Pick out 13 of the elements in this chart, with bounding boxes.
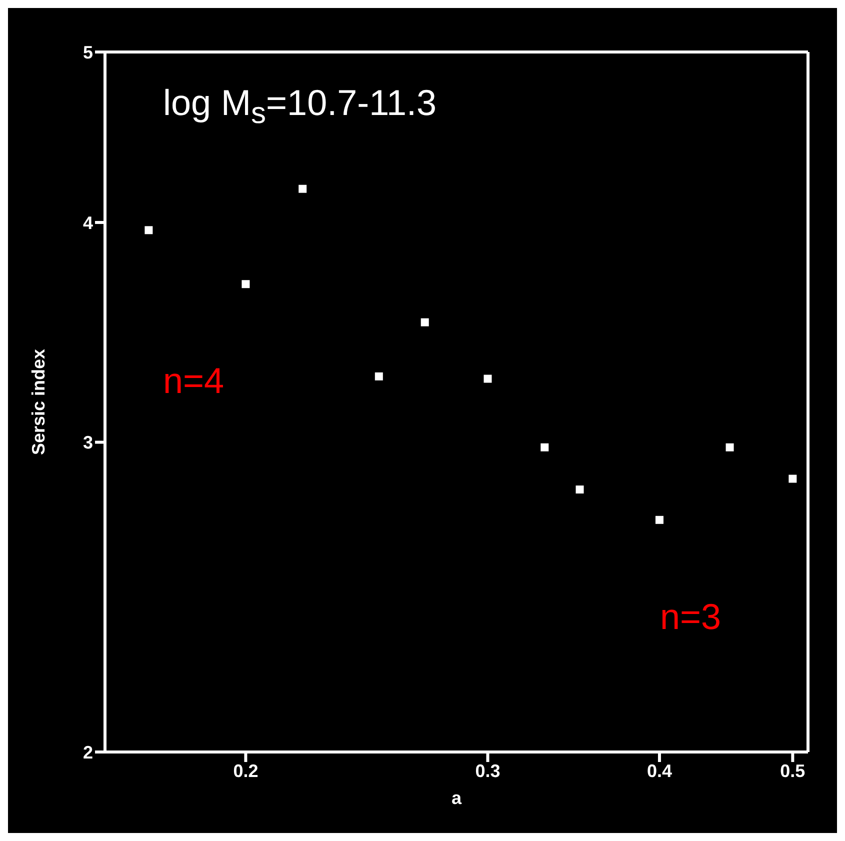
annotation: n=4: [163, 360, 224, 402]
y-tick-label: 2: [82, 742, 93, 762]
annotation: n=3: [660, 596, 722, 638]
annotation: log M$_{s}$=10.7-11.3: [163, 82, 437, 132]
x-tick-label: 0.3: [475, 760, 500, 781]
y-tick-label: 3: [82, 432, 93, 453]
x-tick-label: 0.4: [646, 760, 672, 781]
y-tick-label: 5: [82, 42, 93, 62]
x-axis-title: a: [451, 788, 462, 808]
y-axis-title: Sersic index: [28, 348, 48, 456]
y-tick-label: 4: [82, 212, 93, 233]
x-tick-label: 0.5: [780, 760, 806, 781]
x-tick-label: 0.2: [233, 760, 258, 781]
